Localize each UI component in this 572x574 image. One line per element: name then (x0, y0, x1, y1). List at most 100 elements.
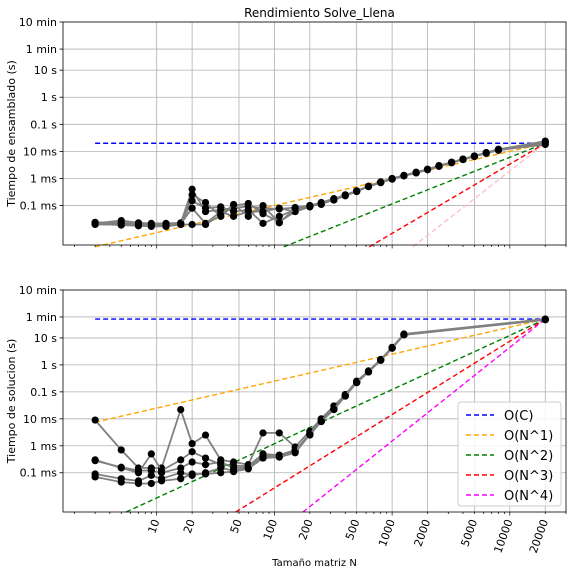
chart-panel-1: 0.1 ms 1 ms 10 ms 0.1 s 1 s 10 s 1 min 10 min Ti… (5, 6, 567, 249)
data-point (201, 461, 210, 469)
data-point (291, 449, 299, 457)
x-tick-label: 200 (296, 518, 315, 542)
y-axis-label: Tiempo de ensamblado (s) (5, 60, 18, 208)
y-tick-label: 10 s (34, 332, 57, 345)
data-point (275, 429, 283, 437)
data-point (134, 479, 143, 488)
data-point (201, 198, 210, 207)
series-line (412, 142, 546, 248)
y-tick-label: 1 min (26, 43, 57, 56)
data-point (259, 219, 267, 227)
series-line (94, 318, 546, 423)
data-point (117, 221, 125, 229)
x-tick-label: 20000 (527, 518, 551, 555)
x-tick-label: 100 (261, 518, 280, 542)
data-point (306, 430, 314, 439)
data-point (188, 448, 196, 456)
data-point (177, 475, 185, 483)
legend-label: O(N^3) (504, 469, 553, 484)
data-point (201, 470, 210, 478)
series-line (368, 142, 546, 248)
data-point (275, 453, 283, 461)
data-point (188, 470, 196, 478)
legend-label: O(N^2) (504, 449, 553, 464)
y-axis-label: Tiempo de solucion (s) (5, 339, 18, 464)
run-line (95, 140, 546, 227)
data-point (91, 457, 99, 465)
data-point (201, 204, 210, 212)
data-point (147, 450, 155, 458)
data-point (244, 212, 252, 220)
data-point (229, 200, 238, 209)
data-point (291, 204, 299, 212)
data-point (423, 166, 432, 174)
data-point (244, 465, 252, 473)
axes-frame (62, 289, 567, 513)
data-point (412, 169, 420, 177)
data-point (147, 479, 155, 488)
data-point (188, 191, 196, 199)
data-point (259, 429, 267, 437)
data-point (494, 146, 503, 154)
data-point (317, 200, 325, 208)
chart-title: Rendimiento Solve_Llena (244, 6, 395, 20)
data-point (91, 473, 99, 481)
data-point (157, 477, 166, 485)
data-point (201, 220, 210, 229)
data-point (306, 202, 314, 210)
y-tick-label: 1 s (41, 359, 57, 372)
x-tick-label: 10 (146, 518, 163, 536)
data-point (188, 440, 196, 448)
data-point (134, 467, 143, 475)
data-point (459, 155, 467, 164)
data-point (201, 454, 210, 462)
data-point (377, 356, 385, 364)
x-tick-label: 5000 (458, 518, 480, 549)
data-point (229, 212, 238, 220)
x-tick-label: 500 (343, 518, 362, 542)
data-point (188, 185, 196, 193)
data-point (117, 463, 125, 471)
y-tick-label: 1 ms (30, 172, 57, 185)
data-point (353, 187, 361, 195)
data-point (482, 149, 490, 157)
legend-label: O(C) (504, 409, 533, 424)
data-point (259, 454, 267, 462)
y-tick-label: 10 s (34, 64, 57, 77)
series-line (94, 142, 546, 248)
x-tick-label: 50 (228, 518, 245, 536)
data-point (259, 207, 267, 216)
data-point (317, 417, 325, 426)
data-point (275, 212, 283, 220)
data-point (217, 469, 225, 477)
data-point (353, 379, 361, 387)
y-tick-label: 10 ms (23, 145, 57, 158)
data-point (188, 204, 196, 212)
y-tick-label: 10 min (19, 284, 57, 297)
legend: O(C) O(N^1) O(N^2) O(N^3) O(N^4) (457, 401, 562, 507)
data-point (177, 456, 185, 464)
legend-box (457, 401, 562, 507)
data-point (435, 162, 443, 170)
data-point (188, 220, 196, 229)
series-line (283, 142, 546, 248)
data-point (364, 368, 373, 376)
data-point (177, 469, 185, 477)
y-tick-label: 1 min (26, 311, 57, 324)
y-tick-label: 10 ms (23, 413, 57, 426)
data-point (330, 405, 338, 413)
data-point (244, 199, 252, 208)
data-point (341, 191, 349, 200)
y-tick-label: 0.1 s (30, 118, 57, 131)
y-tick-label: 10 min (19, 16, 57, 29)
data-point (177, 405, 185, 414)
data-point (229, 468, 238, 476)
data-point (188, 458, 196, 466)
data-point (541, 316, 549, 324)
y-tick-label: 1 s (41, 91, 57, 104)
x-axis-label: Tamaño matriz N (271, 558, 357, 569)
data-point (400, 172, 408, 180)
data-point (91, 220, 99, 228)
series-line (125, 318, 546, 513)
data-point (188, 197, 196, 205)
